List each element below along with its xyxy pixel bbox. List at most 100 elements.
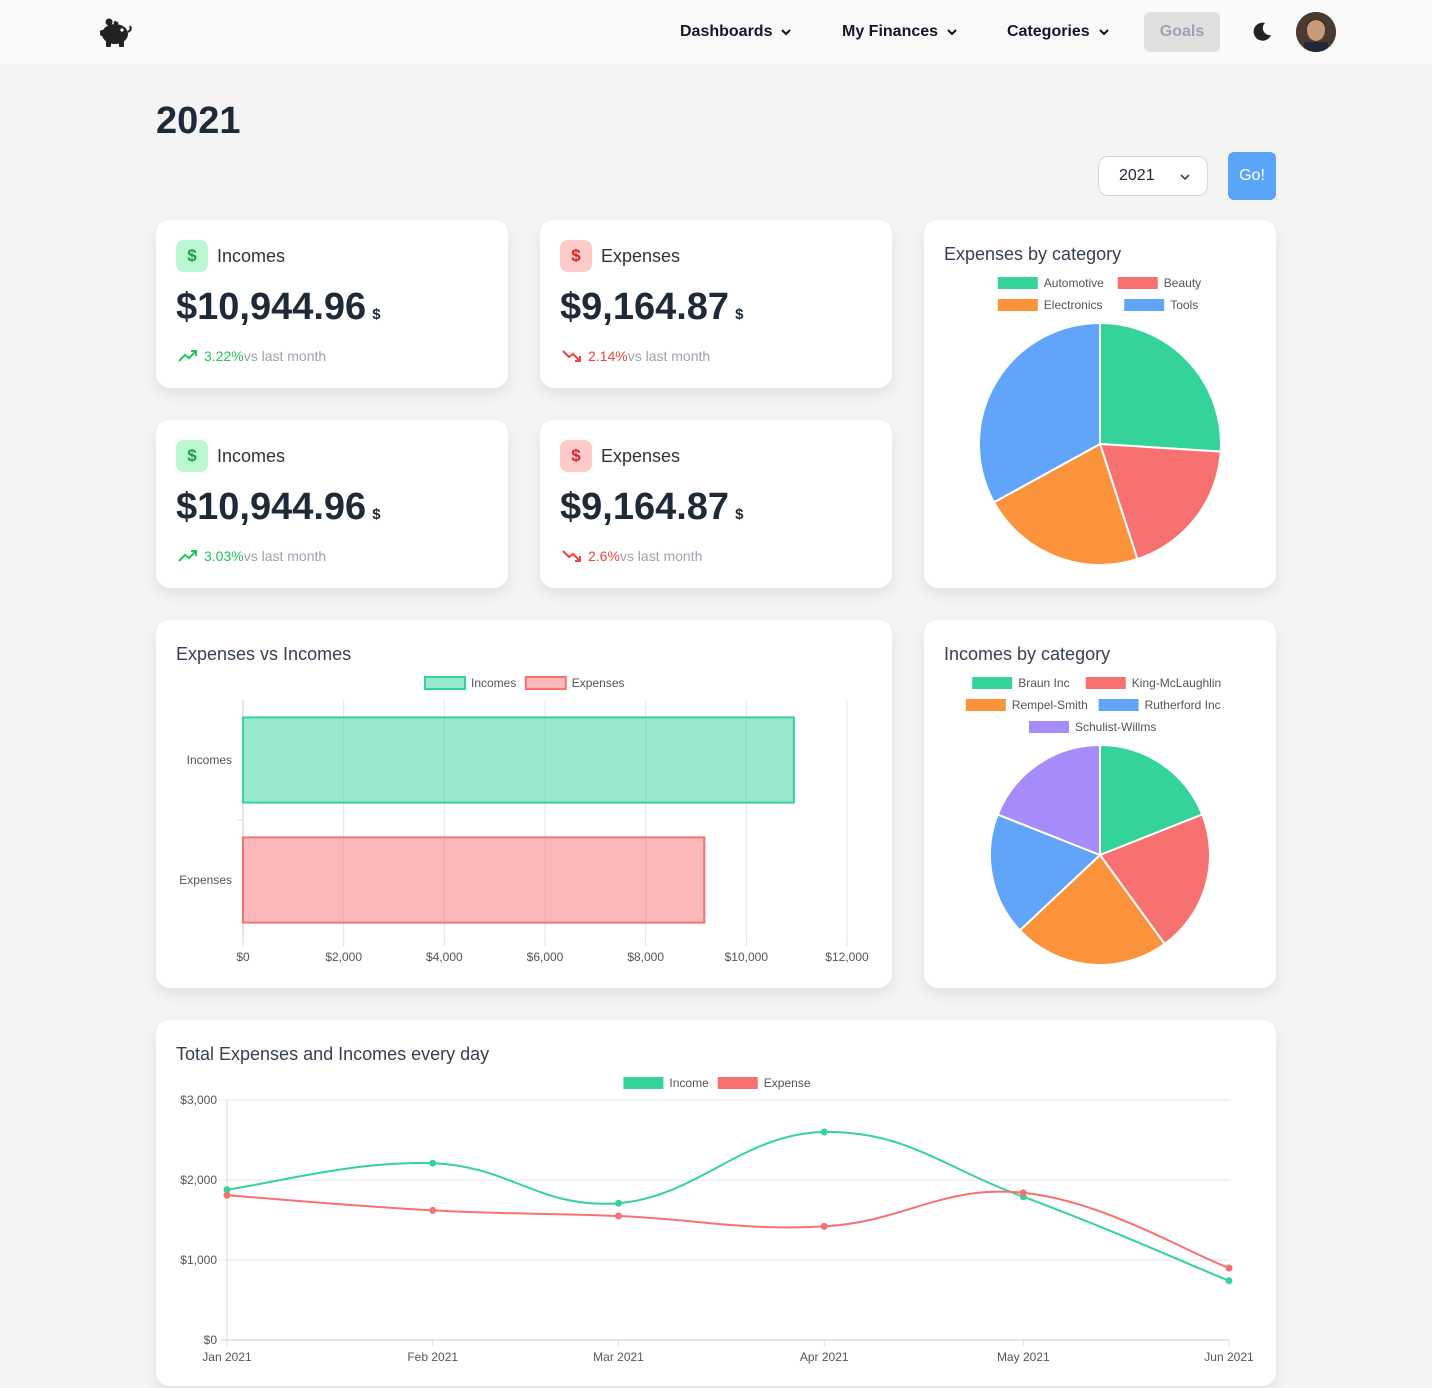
legend-label: Electronics	[1044, 298, 1103, 312]
avatar[interactable]	[1296, 12, 1336, 52]
piggy-bank-icon[interactable]	[96, 16, 132, 48]
daily-totals-card: Total Expenses and Incomes every day Inc…	[156, 1020, 1276, 1386]
trend-suffix: vs last month	[243, 348, 327, 364]
legend-label: Expenses	[572, 676, 625, 690]
nav-my-finances[interactable]: My Finances	[842, 12, 958, 52]
expenses-by-category-card: Expenses by category Automotive Beauty Ele…	[924, 220, 1276, 588]
x-tick-label: $0	[236, 950, 250, 964]
chart-title: Total Expenses and Incomes every day	[176, 1044, 490, 1064]
pie-slice-schulist-willms	[996, 743, 1101, 857]
x-tick-label: $10,000	[725, 950, 769, 964]
stat-value: $9,164.87 $	[560, 486, 743, 529]
trend-percent: 2.6%	[588, 548, 620, 564]
year-select-value: 2021	[1119, 167, 1155, 184]
chevron-down-icon	[781, 29, 792, 36]
x-tick-label: Jun 2021	[1204, 1350, 1254, 1364]
expenses-vs-incomes-chart: Incomes Expenses $0 $2,000 $4,000 $6,000 $8,00…	[179, 676, 869, 964]
y-tick-label: $3,000	[180, 1093, 217, 1107]
legend-swatch	[623, 1077, 664, 1089]
data-point-income	[615, 1199, 623, 1207]
legend-swatch	[1085, 677, 1126, 689]
pie-slice-tools	[978, 321, 1101, 504]
incomes-by-category-card: Incomes by category Braun Inc King-McLaug…	[924, 620, 1276, 988]
legend-label: Rempel-Smith	[1012, 698, 1088, 712]
stat-header: $ Incomes	[176, 240, 285, 272]
year-select[interactable]: 2021	[1098, 156, 1208, 196]
y-tick-label: $2,000	[180, 1173, 217, 1187]
bar-incomes	[242, 716, 795, 804]
data-point-income	[820, 1128, 828, 1136]
stat-label: Expenses	[601, 445, 681, 466]
y-tick-label: $0	[204, 1333, 218, 1347]
legend-label: Expense	[764, 1076, 811, 1090]
legend-swatch	[524, 676, 567, 690]
dollar-icon: $	[176, 440, 208, 472]
pie-slice-braun-inc	[1099, 743, 1204, 857]
dollar-icon: $	[176, 240, 208, 272]
nav-dashboards[interactable]: Dashboards	[680, 12, 792, 52]
stat-amount: $9,164.87	[560, 486, 730, 528]
legend-swatch	[1124, 299, 1165, 311]
legend-swatch	[717, 1077, 758, 1089]
stat-amount: $9,164.87	[560, 286, 730, 328]
stat-unit: $	[372, 506, 381, 523]
legend-swatch	[972, 677, 1013, 689]
x-tick-label: Jan 2021	[202, 1350, 252, 1364]
user-avatar-icon	[1296, 12, 1336, 52]
stat-trend: 3.22%vs last month	[178, 348, 326, 364]
stat-header: $ Incomes	[176, 440, 285, 472]
trending-up-icon	[178, 550, 197, 562]
chart-title: Incomes by category	[944, 644, 1111, 664]
trending-up-icon	[178, 350, 197, 362]
stat-header: $ Expenses	[560, 240, 680, 272]
data-point-expense	[1225, 1264, 1233, 1272]
legend-label: Tools	[1170, 298, 1198, 312]
trending-down-icon	[562, 550, 581, 562]
x-tick-label: Mar 2021	[593, 1350, 644, 1364]
data-point-income	[1225, 1277, 1233, 1285]
go-button[interactable]: Go!	[1228, 152, 1276, 200]
bar-expenses	[242, 836, 706, 924]
daily-totals-chart: Income Expense $0 $1,000 $2,000 $3,000 Jan 202…	[180, 1076, 1254, 1364]
moon-icon[interactable]	[1250, 20, 1274, 44]
stat-value: $10,944.96 $	[176, 286, 381, 329]
nav-categories[interactable]: Categories	[1007, 12, 1110, 52]
legend-swatch	[965, 699, 1006, 711]
stat-unit: $	[735, 506, 744, 523]
goals-button[interactable]: Goals	[1144, 12, 1220, 52]
trend-percent: 2.14%	[588, 348, 628, 364]
stat-card-expenses: $ Expenses $9,164.87 $ 2.6%vs last month	[540, 420, 892, 588]
chevron-down-icon	[1180, 174, 1190, 181]
stat-value: $9,164.87 $	[560, 286, 743, 329]
nav-categories-label: Categories	[1007, 23, 1090, 40]
series-line-expense	[226, 1190, 1230, 1269]
legend-label: Beauty	[1164, 276, 1201, 290]
incomes-by-category-chart: Braun Inc King-McLaughlin Rempel-Smith Ruth…	[965, 676, 1221, 966]
pie-slice-beauty	[1098, 442, 1222, 561]
trending-down-icon	[562, 350, 581, 362]
stat-label: Expenses	[601, 245, 681, 266]
x-tick-label: Apr 2021	[800, 1350, 849, 1364]
pie-slice-rutherford-inc	[989, 813, 1102, 932]
stat-amount: $10,944.96	[176, 286, 367, 328]
stat-unit: $	[735, 306, 744, 323]
stat-amount: $10,944.96	[176, 486, 367, 528]
stat-card-incomes: $ Incomes $10,944.96 $ 3.03%vs last month	[156, 420, 508, 588]
x-tick-label: Feb 2021	[407, 1350, 458, 1364]
legend-swatch	[997, 299, 1038, 311]
trend-percent: 3.03%	[204, 548, 244, 564]
pie-slice-electronics	[992, 442, 1139, 566]
trend-suffix: vs last month	[627, 348, 711, 364]
chart-title: Expenses vs Incomes	[176, 644, 352, 664]
legend-swatch	[1029, 721, 1069, 733]
stat-card-expenses: $ Expenses $9,164.87 $ 2.14%vs last month	[540, 220, 892, 388]
stat-unit: $	[372, 306, 381, 323]
data-point-expense	[1019, 1189, 1027, 1197]
data-point-expense	[820, 1222, 828, 1230]
expenses-by-category-chart: Automotive Beauty Electronics Tools	[978, 276, 1222, 566]
legend-label: Schulist-Willms	[1075, 720, 1156, 734]
legend-label: Incomes	[471, 676, 516, 690]
legend-label: Income	[669, 1076, 709, 1090]
expenses-vs-incomes-card: Expenses vs Incomes Incomes Expenses $0 $2,…	[156, 620, 892, 988]
nav-my-finances-label: My Finances	[842, 23, 939, 40]
